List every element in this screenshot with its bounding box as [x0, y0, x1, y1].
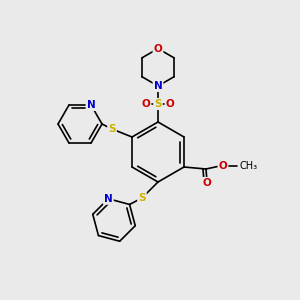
Text: O: O [202, 178, 211, 188]
Text: O: O [154, 44, 162, 54]
Text: N: N [87, 100, 95, 110]
Text: S: S [108, 124, 116, 134]
Text: O: O [142, 99, 150, 109]
Text: O: O [166, 99, 174, 109]
Text: O: O [219, 161, 227, 171]
Text: N: N [154, 81, 162, 91]
Text: N: N [104, 194, 113, 204]
Text: CH₃: CH₃ [240, 161, 258, 171]
Text: S: S [138, 193, 146, 203]
Text: S: S [154, 99, 162, 109]
